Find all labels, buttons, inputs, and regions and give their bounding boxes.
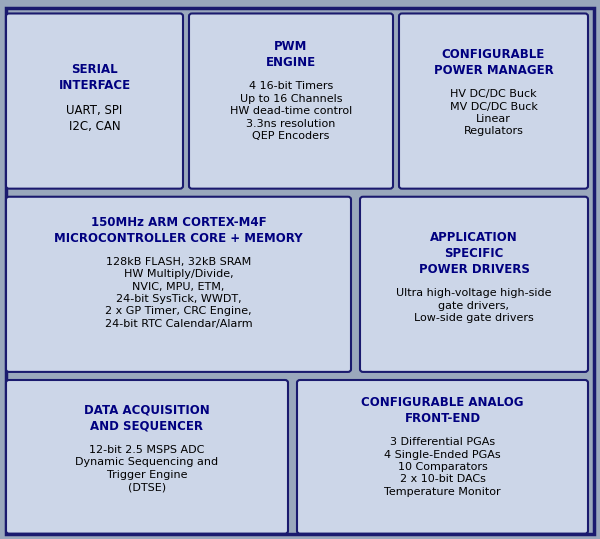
Text: DATA ACQUISITION
AND SEQUENCER: DATA ACQUISITION AND SEQUENCER (84, 404, 210, 433)
Text: 150MHz ARM CORTEX-M4F
MICROCONTROLLER CORE + MEMORY: 150MHz ARM CORTEX-M4F MICROCONTROLLER CO… (54, 216, 303, 245)
FancyBboxPatch shape (189, 13, 393, 189)
Text: 12-bit 2.5 MSPS ADC
Dynamic Sequencing and
Trigger Engine
(DTSE): 12-bit 2.5 MSPS ADC Dynamic Sequencing a… (76, 445, 218, 492)
FancyBboxPatch shape (6, 380, 288, 534)
FancyBboxPatch shape (297, 380, 588, 534)
Text: CONFIGURABLE ANALOG
FRONT-END: CONFIGURABLE ANALOG FRONT-END (361, 396, 524, 425)
FancyBboxPatch shape (360, 197, 588, 372)
Text: 3 Differential PGAs
4 Single-Ended PGAs
10 Comparators
2 x 10-bit DACs
Temperatu: 3 Differential PGAs 4 Single-Ended PGAs … (384, 437, 501, 497)
FancyBboxPatch shape (399, 13, 588, 189)
Text: APPLICATION
SPECIFIC
POWER DRIVERS: APPLICATION SPECIFIC POWER DRIVERS (419, 231, 529, 276)
Text: HV DC/DC Buck
MV DC/DC Buck
Linear
Regulators: HV DC/DC Buck MV DC/DC Buck Linear Regul… (449, 89, 538, 136)
Text: SERIAL
INTERFACE: SERIAL INTERFACE (58, 63, 131, 92)
Text: CONFIGURABLE
POWER MANAGER: CONFIGURABLE POWER MANAGER (434, 48, 553, 77)
Text: Ultra high-voltage high-side
gate drivers,
Low-side gate drivers: Ultra high-voltage high-side gate driver… (396, 288, 552, 323)
Text: UART, SPI
I2C, CAN: UART, SPI I2C, CAN (67, 103, 122, 133)
FancyBboxPatch shape (6, 197, 351, 372)
Text: 4 16-bit Timers
Up to 16 Channels
HW dead-time control
3.3ns resolution
QEP Enco: 4 16-bit Timers Up to 16 Channels HW dea… (230, 81, 352, 141)
FancyBboxPatch shape (6, 8, 594, 534)
Text: PWM
ENGINE: PWM ENGINE (266, 40, 316, 69)
Text: 128kB FLASH, 32kB SRAM
HW Multiply/Divide,
NVIC, MPU, ETM,
24-bit SysTick, WWDT,: 128kB FLASH, 32kB SRAM HW Multiply/Divid… (104, 257, 253, 329)
FancyBboxPatch shape (6, 13, 183, 189)
